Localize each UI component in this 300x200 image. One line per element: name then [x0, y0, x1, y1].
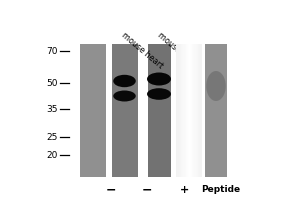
FancyBboxPatch shape	[146, 44, 172, 177]
FancyBboxPatch shape	[179, 44, 180, 177]
FancyBboxPatch shape	[201, 44, 202, 177]
FancyBboxPatch shape	[186, 44, 187, 177]
FancyBboxPatch shape	[200, 44, 201, 177]
Text: mouse brain: mouse brain	[156, 31, 200, 70]
FancyBboxPatch shape	[199, 44, 200, 177]
Text: mouse heart: mouse heart	[120, 31, 165, 71]
Text: 70: 70	[46, 46, 58, 55]
FancyBboxPatch shape	[205, 44, 227, 177]
FancyBboxPatch shape	[199, 44, 204, 177]
Text: Peptide: Peptide	[201, 186, 240, 194]
Text: 50: 50	[46, 78, 58, 88]
FancyBboxPatch shape	[171, 44, 176, 177]
FancyBboxPatch shape	[197, 44, 198, 177]
Text: −: −	[142, 184, 152, 196]
FancyBboxPatch shape	[177, 44, 178, 177]
FancyBboxPatch shape	[142, 44, 148, 177]
FancyBboxPatch shape	[194, 44, 195, 177]
FancyBboxPatch shape	[184, 44, 185, 177]
FancyBboxPatch shape	[182, 44, 183, 177]
FancyBboxPatch shape	[198, 44, 199, 177]
FancyBboxPatch shape	[196, 44, 197, 177]
Text: 20: 20	[46, 150, 58, 160]
FancyBboxPatch shape	[181, 44, 182, 177]
Ellipse shape	[147, 72, 171, 86]
FancyBboxPatch shape	[193, 44, 194, 177]
Text: 25: 25	[46, 132, 58, 142]
FancyBboxPatch shape	[183, 44, 184, 177]
FancyBboxPatch shape	[195, 44, 196, 177]
Ellipse shape	[147, 88, 171, 100]
FancyBboxPatch shape	[178, 44, 179, 177]
FancyBboxPatch shape	[192, 44, 193, 177]
FancyBboxPatch shape	[188, 44, 189, 177]
FancyBboxPatch shape	[190, 44, 191, 177]
Ellipse shape	[113, 90, 136, 102]
FancyBboxPatch shape	[189, 44, 190, 177]
FancyBboxPatch shape	[111, 44, 138, 177]
Text: −: −	[106, 184, 116, 196]
FancyBboxPatch shape	[176, 44, 202, 177]
FancyBboxPatch shape	[180, 44, 181, 177]
FancyBboxPatch shape	[185, 44, 186, 177]
FancyBboxPatch shape	[187, 44, 188, 177]
Text: 35: 35	[46, 105, 58, 114]
Text: +: +	[180, 185, 189, 195]
FancyBboxPatch shape	[176, 44, 177, 177]
Ellipse shape	[206, 71, 226, 101]
FancyBboxPatch shape	[80, 44, 106, 177]
FancyBboxPatch shape	[106, 44, 112, 177]
FancyBboxPatch shape	[70, 44, 232, 177]
FancyBboxPatch shape	[191, 44, 192, 177]
Ellipse shape	[113, 75, 136, 87]
